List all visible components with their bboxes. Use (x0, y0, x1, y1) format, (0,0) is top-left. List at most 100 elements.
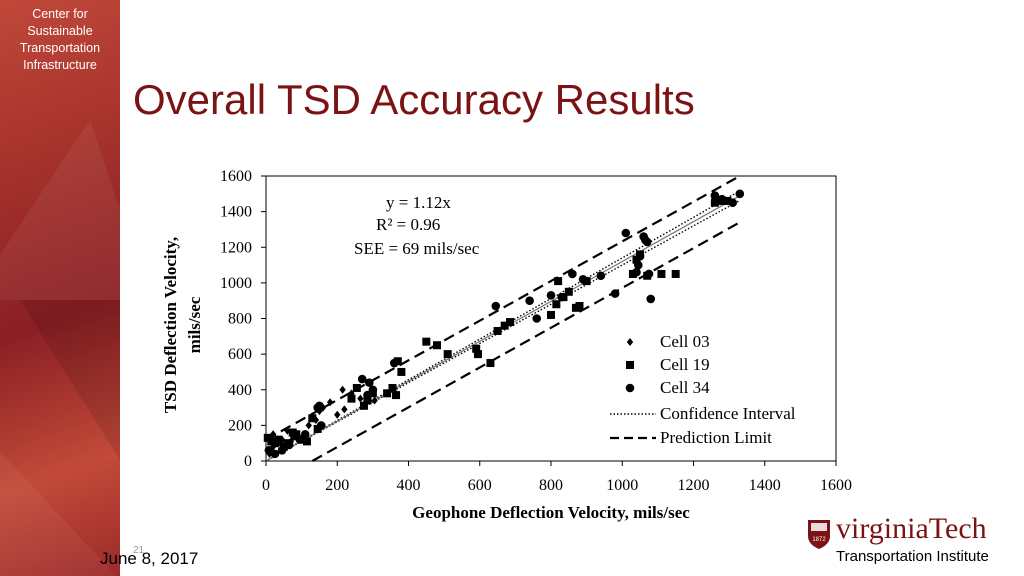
page-number: 21 (133, 545, 145, 556)
x-tick-label: 1400 (749, 477, 781, 494)
data-point-cell-34 (710, 191, 720, 200)
data-point-cell-34 (365, 378, 374, 387)
vt-seal-icon: 1872 (808, 520, 830, 549)
annotation-line: SEE = 69 mils/sec (354, 239, 480, 258)
data-point-cell-03 (334, 410, 341, 419)
data-point-cell-34 (557, 292, 566, 302)
y-tick-label: 600 (228, 346, 252, 363)
data-point-cell-34 (315, 401, 324, 411)
y-axis-title: TSD Deflection Velocity, mils/sec (161, 237, 204, 413)
org-line: Sustainable (27, 24, 93, 38)
data-point-cell-34 (642, 237, 652, 247)
data-point-cell-19 (422, 337, 431, 346)
data-point-cell-19 (554, 277, 563, 286)
data-point-cell-19 (500, 321, 509, 330)
org-line: Transportation (19, 41, 101, 55)
x-tick-label: 1000 (606, 477, 638, 494)
data-point-cell-34 (644, 269, 654, 279)
data-point-cell-19 (363, 396, 372, 405)
data-point-cell-03 (269, 430, 277, 439)
data-point-cell-34 (717, 194, 727, 204)
data-point-cell-34 (646, 294, 656, 304)
data-point-cell-19 (657, 269, 666, 278)
data-point-cell-03 (357, 394, 364, 403)
x-tick-label: 200 (325, 477, 349, 494)
data-point-cell-34 (596, 271, 606, 281)
data-point-cell-19 (347, 394, 356, 403)
data-point-cell-03 (339, 385, 346, 394)
data-point-cell-34 (295, 435, 305, 444)
data-point-cell-34 (270, 449, 280, 459)
data-point-cell-34 (316, 421, 326, 430)
legend-label: Cell 34 (660, 378, 710, 397)
annotation-line: R² = 0.96 (376, 215, 440, 234)
data-point-cell-19 (552, 300, 561, 309)
data-point-cell-34 (546, 291, 556, 300)
legend: Cell 03 Cell 19 Cell 34 Confidence Interval… (610, 332, 796, 447)
scatter-chart: TSD Deflection Velocity, mils/sec Geopho… (150, 160, 870, 535)
data-point-cell-34 (568, 269, 577, 279)
data-point-cell-19 (313, 424, 322, 433)
prediction-limit-line (311, 221, 741, 462)
x-tick-label: 1200 (678, 477, 710, 494)
data-point-cell-19 (359, 401, 368, 410)
y-tick-label: 0 (244, 453, 252, 470)
data-point-cell-34 (300, 429, 310, 439)
data-point-cell-19 (506, 318, 515, 327)
data-point-cell-19 (671, 269, 680, 278)
data-point-cell-03 (284, 426, 291, 435)
data-point-cell-19 (710, 198, 719, 207)
data-point-cell-34 (610, 289, 620, 298)
legend-label: Cell 03 (660, 332, 710, 351)
data-point-cell-19 (392, 391, 401, 400)
data-point-cell-34 (389, 358, 399, 368)
y-tick-label: 1600 (220, 168, 252, 185)
x-tick-label: 800 (539, 477, 563, 494)
confidence-interval-line (267, 190, 741, 461)
y-tick-label: 800 (228, 311, 252, 328)
data-point-cell-34 (368, 385, 378, 395)
y-axis-title-line-2: mils/sec (185, 296, 204, 353)
data-point-cell-19 (352, 383, 361, 392)
data-point-cell-34 (633, 260, 643, 270)
data-point-cell-03 (348, 389, 355, 398)
data-point-cell-19 (493, 326, 502, 335)
vt-logo: 1872 virginiaTech Transportation Institu… (806, 512, 1016, 571)
x-tick-label: 400 (397, 477, 421, 494)
y-tick-label: 200 (228, 417, 252, 434)
data-point-cell-34 (621, 228, 631, 238)
legend-marker (625, 383, 635, 393)
data-point-cell-03 (371, 396, 378, 405)
sidebar-panel: Center for Sustainable Transportation In… (0, 0, 120, 576)
prediction-limit-line (265, 175, 741, 441)
data-point-cell-19 (397, 367, 406, 376)
vt-subtitle: Transportation Institute (836, 548, 989, 565)
vt-seal-year: 1872 (812, 537, 826, 543)
legend-marker (626, 338, 634, 346)
data-point-cell-19 (575, 302, 584, 311)
vt-wordmark: virginiaTech (836, 512, 987, 545)
org-line: Infrastructure (23, 58, 97, 72)
data-point-cell-19 (723, 196, 732, 205)
data-point-cell-19 (302, 437, 311, 446)
x-tick-label: 600 (468, 477, 492, 494)
y-tick-label: 400 (228, 382, 252, 399)
y-axis-title-line-1: TSD Deflection Velocity, (161, 237, 180, 413)
data-point-cell-19 (443, 350, 452, 359)
org-name: Center for Sustainable Transportation In… (0, 6, 120, 74)
x-tick-label: 1600 (820, 477, 852, 494)
data-point-cell-19 (486, 359, 495, 368)
y-tick-label: 1000 (220, 275, 252, 292)
data-point-cell-34 (357, 374, 367, 384)
data-point-cell-19 (383, 389, 392, 398)
data-point-cell-34 (635, 251, 645, 261)
data-point-cell-34 (491, 301, 501, 311)
data-point-cell-03 (326, 398, 334, 407)
slide-title: Overall TSD Accuracy Results (133, 76, 695, 123)
y-tick-label: 1400 (220, 204, 252, 221)
data-point-cell-34 (284, 440, 294, 450)
data-point-cell-34 (632, 267, 641, 277)
data-point-cell-03 (341, 405, 348, 414)
x-tick-label: 0 (262, 477, 270, 494)
data-point-cell-19 (274, 435, 283, 444)
